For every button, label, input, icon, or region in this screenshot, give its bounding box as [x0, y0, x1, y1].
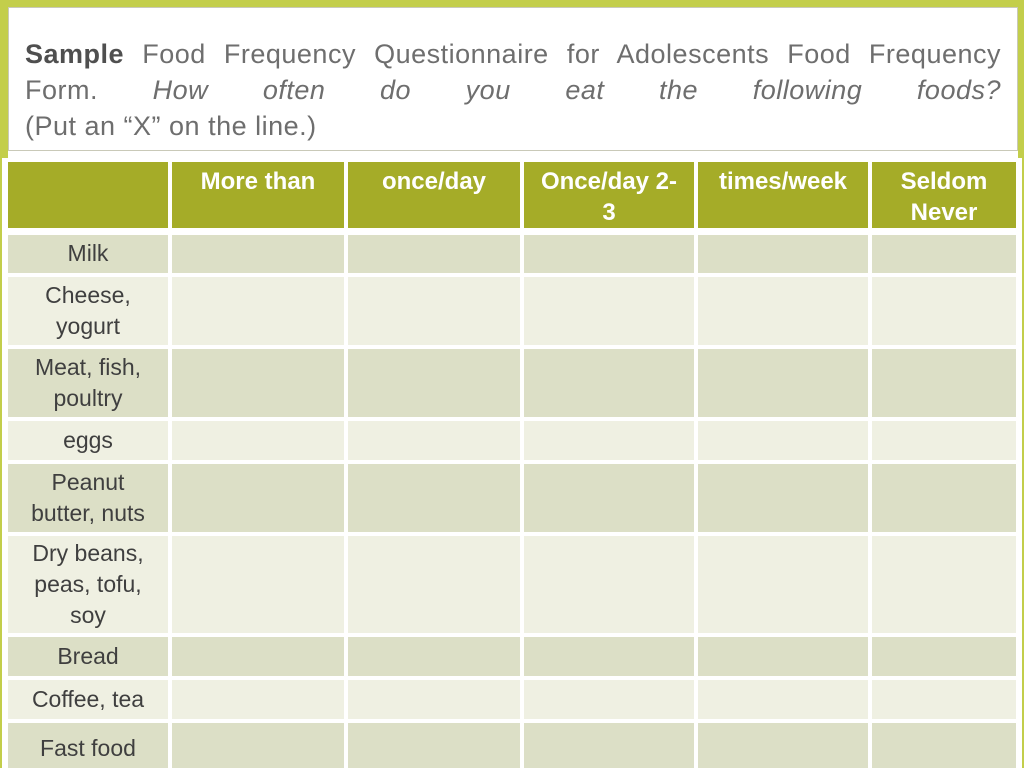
slide-border-right-line: [1022, 0, 1024, 768]
answer-cell: [344, 675, 524, 723]
answer-cell: [694, 344, 872, 421]
answer-cell: [694, 272, 872, 349]
answer-cell: [868, 229, 1020, 277]
answer-cell: [520, 632, 698, 680]
answer-cell: [694, 229, 872, 277]
column-header: once/day: [344, 158, 524, 235]
answer-cell: [868, 632, 1020, 680]
answer-cell: [694, 416, 872, 464]
slide-border-left-line: [0, 0, 2, 768]
row-label: Cheese, yogurt: [4, 272, 172, 349]
answer-cell: [868, 344, 1020, 421]
answer-cell: [168, 272, 348, 349]
table-row: Coffee, tea: [4, 675, 1020, 723]
food-frequency-table-container: More than once/day Once/day 2-3 times/week S…: [4, 158, 1020, 768]
table-row: Cheese, yogurt: [4, 272, 1020, 349]
answer-cell: [344, 229, 524, 277]
title-bold-word: Sample: [25, 39, 125, 69]
food-frequency-table: More than once/day Once/day 2-3 times/week S…: [4, 158, 1020, 768]
row-label: Fast food: [4, 718, 172, 768]
answer-cell: [868, 531, 1020, 637]
table-row: Milk: [4, 229, 1020, 277]
answer-cell: [168, 416, 348, 464]
title-line-3: (Put an “X” on the line.): [25, 111, 317, 141]
table-header: More than once/day Once/day 2-3 times/week S…: [4, 158, 1020, 235]
answer-cell: [520, 531, 698, 637]
answer-cell: [168, 229, 348, 277]
column-header: times/week: [694, 158, 872, 235]
answer-cell: [694, 531, 872, 637]
answer-cell: [344, 718, 524, 768]
answer-cell: [868, 272, 1020, 349]
answer-cell: [694, 632, 872, 680]
slide-border-top: [0, 0, 1024, 7]
slide-border-left: [0, 0, 8, 158]
answer-cell: [520, 675, 698, 723]
table-row: Bread: [4, 632, 1020, 680]
row-label: eggs: [4, 416, 172, 464]
answer-cell: [694, 459, 872, 536]
answer-cell: [868, 718, 1020, 768]
row-label: Dry beans, peas, tofu, soy: [4, 531, 172, 637]
answer-cell: [344, 344, 524, 421]
answer-cell: [868, 416, 1020, 464]
answer-cell: [344, 459, 524, 536]
answer-cell: [520, 272, 698, 349]
answer-cell: [520, 344, 698, 421]
answer-cell: [520, 459, 698, 536]
row-label: Meat, fish, poultry: [4, 344, 172, 421]
title-line-1-text: Food Frequency Questionnaire for Adolesc…: [142, 39, 1001, 69]
table-row: Dry beans, peas, tofu, soy: [4, 531, 1020, 637]
row-label: Coffee, tea: [4, 675, 172, 723]
column-header: Seldom Never: [868, 158, 1020, 235]
row-label: Bread: [4, 632, 172, 680]
row-label: Peanut butter, nuts: [4, 459, 172, 536]
answer-cell: [344, 416, 524, 464]
answer-cell: [868, 459, 1020, 536]
table-body: Milk Cheese, yogurt Meat, fish, poultry egg…: [4, 229, 1020, 768]
answer-cell: [344, 272, 524, 349]
answer-cell: [694, 718, 872, 768]
corner-header-cell: [4, 158, 172, 235]
column-header: Once/day 2-3: [520, 158, 698, 235]
answer-cell: [344, 531, 524, 637]
title-line-2-italic: How often do you eat the following foods…: [152, 75, 1001, 105]
title-line-2-plain: Form.: [25, 75, 98, 105]
table-head-row: More than once/day Once/day 2-3 times/week S…: [4, 158, 1020, 235]
table-row: Meat, fish, poultry: [4, 344, 1020, 421]
title-box: Sample Food Frequency Questionnaire for …: [8, 7, 1018, 151]
answer-cell: [344, 632, 524, 680]
answer-cell: [168, 344, 348, 421]
slide-border-right: [1018, 0, 1024, 158]
answer-cell: [168, 632, 348, 680]
title-line-1: Sample Food Frequency Questionnaire for …: [25, 36, 1001, 72]
table-row: Fast food: [4, 718, 1020, 768]
table-row: eggs: [4, 416, 1020, 464]
answer-cell: [168, 675, 348, 723]
answer-cell: [520, 416, 698, 464]
answer-cell: [520, 229, 698, 277]
answer-cell: [168, 531, 348, 637]
row-label: Milk: [4, 229, 172, 277]
answer-cell: [868, 675, 1020, 723]
answer-cell: [168, 459, 348, 536]
column-header: More than: [168, 158, 348, 235]
answer-cell: [520, 718, 698, 768]
table-row: Peanut butter, nuts: [4, 459, 1020, 536]
title-line-2: Form. How often do you eat the following…: [25, 72, 1001, 108]
answer-cell: [694, 675, 872, 723]
answer-cell: [168, 718, 348, 768]
